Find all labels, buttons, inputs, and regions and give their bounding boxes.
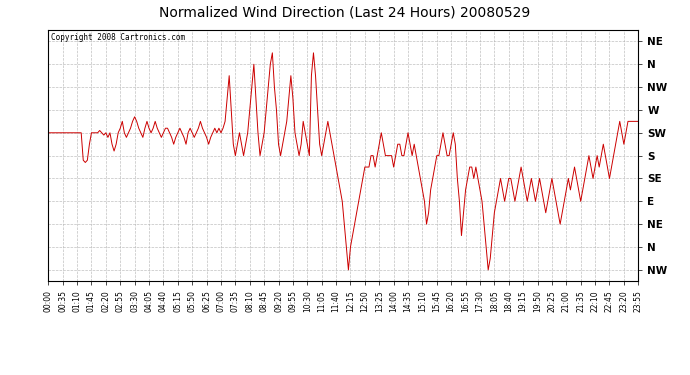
Text: Copyright 2008 Cartronics.com: Copyright 2008 Cartronics.com <box>51 33 186 42</box>
Text: Normalized Wind Direction (Last 24 Hours) 20080529: Normalized Wind Direction (Last 24 Hours… <box>159 6 531 20</box>
